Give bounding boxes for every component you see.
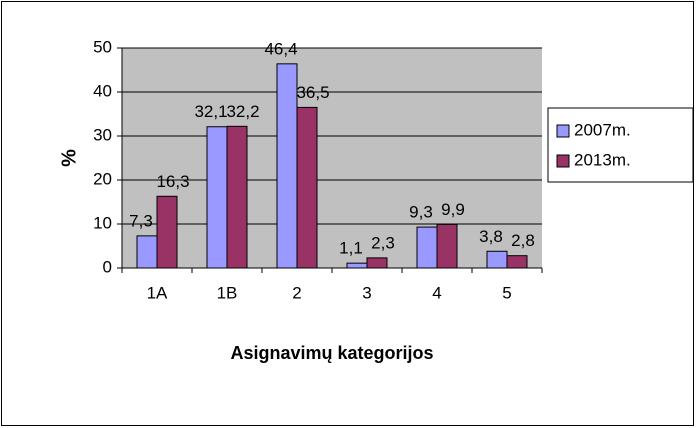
bar: [226, 125, 248, 269]
legend-swatch: [556, 154, 570, 168]
data-label: 2,8: [511, 231, 535, 250]
data-label: 32,2: [226, 102, 259, 121]
bar: [206, 126, 228, 269]
data-label: 9,3: [409, 203, 433, 222]
data-label: 16,3: [156, 172, 189, 191]
y-tick-label: 20: [93, 169, 112, 188]
y-tick-label: 50: [93, 37, 112, 56]
legend-label: 2013m.: [574, 150, 631, 169]
bar: [486, 250, 508, 269]
x-tick-label: 1B: [217, 283, 238, 302]
data-label: 1,1: [339, 239, 363, 258]
data-label: 46,4: [264, 39, 297, 58]
plot-area: [122, 48, 542, 268]
bar: [416, 226, 438, 269]
bar: [136, 235, 158, 269]
y-tick-label: 30: [93, 125, 112, 144]
bar: [276, 63, 298, 269]
x-tick-label: 2: [292, 283, 301, 302]
bar: [346, 262, 368, 269]
y-tick-label: 10: [93, 213, 112, 232]
legend-swatch: [556, 124, 570, 138]
data-label: 36,5: [296, 83, 329, 102]
y-tick-label: 40: [93, 81, 112, 100]
data-label: 32,1: [194, 102, 227, 121]
x-tick-label: 4: [432, 283, 441, 302]
data-label: 7,3: [129, 211, 153, 230]
legend-box: [547, 107, 694, 183]
y-tick-label: 0: [103, 257, 112, 276]
bar: [156, 195, 178, 269]
bar: [296, 106, 318, 269]
data-label: 3,8: [479, 227, 503, 246]
data-label: 9,9: [441, 200, 465, 219]
x-axis-title: Asignavimų kategorijos: [230, 343, 433, 363]
bar: [436, 223, 458, 269]
bar: [366, 257, 388, 269]
data-label: 2,3: [371, 233, 395, 252]
legend-label: 2007m.: [574, 120, 631, 139]
x-tick-label: 5: [502, 283, 511, 302]
y-axis-title: %: [58, 149, 80, 167]
x-tick-label: 1A: [147, 283, 168, 302]
x-tick-label: 3: [362, 283, 371, 302]
bar: [506, 255, 528, 269]
